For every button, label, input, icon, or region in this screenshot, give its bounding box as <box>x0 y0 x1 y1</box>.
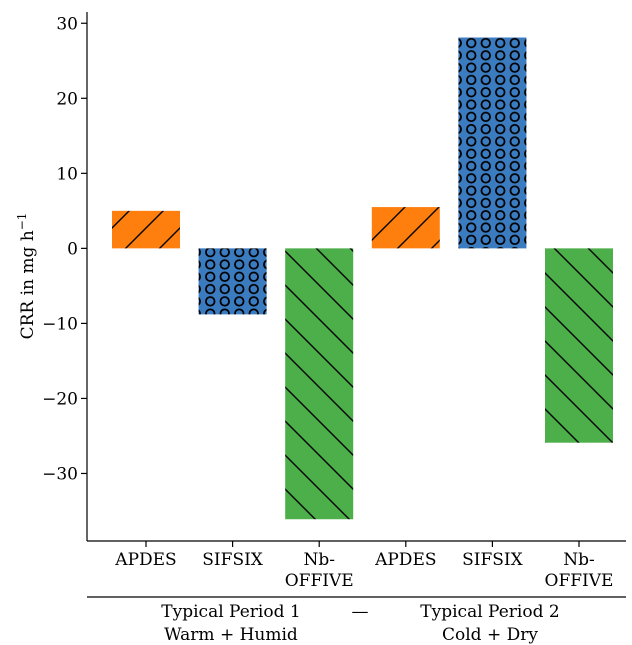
y-tick-label: −10 <box>42 314 78 334</box>
bar-nboffive-p2 <box>545 248 613 443</box>
y-tick-label: 0 <box>67 239 78 259</box>
y-axis-ticks: 30 20 10 0 −10 −20 −30 <box>42 14 87 484</box>
x-tick-label: APDES <box>114 550 176 570</box>
x-tick-label: APDES <box>374 550 436 570</box>
x-tick-label: OFFIVE <box>285 571 354 591</box>
bar-sifsix-p2 <box>458 37 527 249</box>
y-tick-label: 20 <box>56 89 78 109</box>
x-tick-label: OFFIVE <box>545 571 614 591</box>
y-tick-label: −30 <box>42 464 78 484</box>
x-tick-label: Nb- <box>563 550 595 570</box>
y-tick-label: 10 <box>56 164 78 184</box>
group-2-title: Typical Period 2 <box>420 602 559 622</box>
x-tick-label: SIFSIX <box>202 550 264 570</box>
group-separator: — <box>352 602 369 622</box>
group-1-title: Typical Period 1 <box>161 602 300 622</box>
x-tick-label: Nb- <box>303 550 335 570</box>
y-tick-label: 30 <box>56 14 78 34</box>
y-axis-label: CRR in mg h−1 <box>15 213 38 340</box>
group-2-subtitle: Cold + Dry <box>442 625 538 645</box>
plot-frame <box>86 12 626 542</box>
group-1-subtitle: Warm + Humid <box>164 625 298 645</box>
bar-apdes-p2 <box>371 207 440 249</box>
bar-apdes-p1 <box>112 210 180 249</box>
bar-sifsix-p1 <box>198 248 267 315</box>
y-tick-label: −20 <box>42 389 78 409</box>
bar-nboffive-p1 <box>285 248 354 520</box>
x-tick-label: SIFSIX <box>462 550 524 570</box>
